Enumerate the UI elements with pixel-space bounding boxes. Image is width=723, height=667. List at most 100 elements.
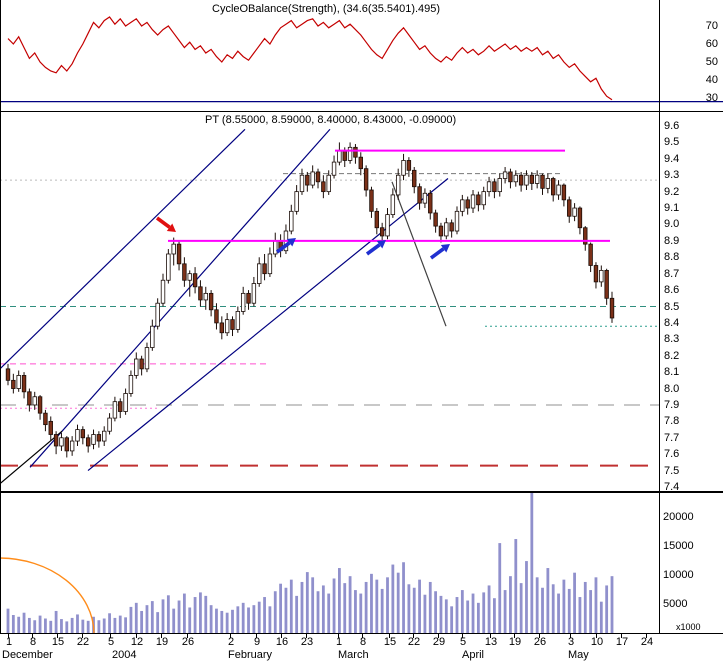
- volume-bar: [562, 579, 566, 633]
- x-axis-month-label: April: [462, 649, 485, 661]
- volume-bar: [573, 572, 576, 633]
- volume-bar: [386, 577, 389, 633]
- x-axis-month-label: March: [338, 649, 369, 661]
- volume-bar: [599, 601, 603, 633]
- price-ytick: 8.5: [664, 300, 680, 313]
- candle-body: [390, 194, 396, 216]
- candle-body: [230, 319, 235, 330]
- x-axis-day-tick: 8: [359, 636, 367, 648]
- volume-ytick: 15000: [663, 540, 694, 552]
- candle-body: [583, 227, 588, 245]
- volume-bar: [455, 597, 459, 633]
- trendline: [391, 181, 447, 327]
- candle-body: [289, 210, 294, 232]
- volume-bar: [396, 572, 400, 633]
- price-ytick: 8.7: [664, 267, 680, 280]
- candle-body: [572, 207, 577, 217]
- price-ytick: 7.4: [664, 481, 680, 493]
- volume-bar: [487, 585, 491, 633]
- candle-body: [321, 181, 326, 193]
- trendline: [0, 430, 63, 485]
- volume-bar: [166, 595, 170, 633]
- volume-bar: [22, 612, 26, 633]
- volume-bar: [38, 615, 42, 633]
- candle-body: [150, 325, 155, 348]
- volume-bar: [17, 616, 21, 633]
- volume-bar: [605, 585, 609, 633]
- volume-bar: [610, 576, 614, 633]
- candle-body: [144, 347, 150, 370]
- candle-body: [262, 263, 267, 275]
- candle-body: [257, 263, 262, 284]
- volume-bar: [6, 608, 10, 633]
- candle-body: [305, 174, 310, 186]
- volume-bar: [364, 581, 368, 633]
- volume-bar: [359, 593, 363, 633]
- volume-bar: [434, 591, 438, 633]
- candle-body: [214, 309, 219, 324]
- candle-body: [37, 396, 43, 414]
- candle-body: [182, 263, 187, 281]
- volume-bar: [578, 597, 582, 633]
- price-panel[interactable]: [0, 112, 660, 491]
- candle-body: [187, 273, 192, 281]
- candle-body: [486, 181, 492, 193]
- volume-bar: [33, 620, 37, 633]
- candle-body: [16, 375, 21, 389]
- volume-bar: [439, 595, 443, 633]
- candle-body: [433, 212, 438, 227]
- candle-body: [299, 174, 305, 193]
- volume-bar: [247, 607, 250, 633]
- x-axis-day-tick: 15: [51, 636, 65, 648]
- candle-body: [604, 269, 609, 299]
- candle-body: [508, 171, 513, 183]
- x-axis-day-tick: 5: [107, 636, 115, 648]
- candle-body: [102, 430, 107, 442]
- volume-bar: [236, 606, 240, 633]
- candle-body: [545, 178, 551, 189]
- indicator-ytick: 60: [705, 38, 718, 50]
- candle-body: [267, 253, 273, 275]
- indicator-ytick: 70: [705, 20, 718, 32]
- x-axis-day-tick: 22: [76, 636, 90, 648]
- indicator-panel[interactable]: [0, 0, 660, 111]
- candle-body: [235, 311, 241, 330]
- volume-panel[interactable]: [0, 492, 660, 633]
- volume-bar: [102, 618, 106, 633]
- price-ytick: 7.7: [664, 431, 680, 444]
- volume-bar: [418, 579, 421, 633]
- volume-bar: [375, 579, 379, 633]
- volume-bar: [332, 578, 336, 633]
- candle-body: [11, 379, 16, 389]
- volume-bar: [460, 590, 464, 633]
- candle-body: [540, 174, 545, 189]
- volume-bar: [343, 583, 347, 633]
- price-ytick: 8.3: [664, 333, 680, 346]
- annotation-arrow: [275, 241, 291, 254]
- volume-bar: [257, 601, 261, 633]
- volume-bar: [321, 585, 325, 633]
- candle-body: [551, 178, 556, 196]
- price-ytick: 8.9: [664, 234, 680, 247]
- volume-bar: [503, 590, 507, 633]
- candle-body: [198, 286, 203, 301]
- volume-bar: [412, 587, 416, 633]
- candle-body: [160, 279, 166, 304]
- volume-bar: [551, 584, 555, 633]
- candle-body: [331, 161, 337, 176]
- candle-body: [315, 171, 321, 183]
- candle-body: [347, 146, 353, 161]
- volume-bar: [97, 620, 101, 633]
- volume-bar: [525, 561, 528, 633]
- indicator-ytick: 50: [705, 56, 718, 68]
- candle-body: [80, 429, 86, 439]
- candle-body: [310, 171, 315, 186]
- volume-bar: [118, 615, 122, 633]
- price-ytick: 8.8: [664, 251, 680, 264]
- candle-body: [21, 375, 27, 393]
- candle-body: [476, 194, 481, 206]
- price-ytick: 7.9: [664, 398, 680, 411]
- candle-body: [353, 146, 358, 158]
- volume-bar: [177, 600, 181, 633]
